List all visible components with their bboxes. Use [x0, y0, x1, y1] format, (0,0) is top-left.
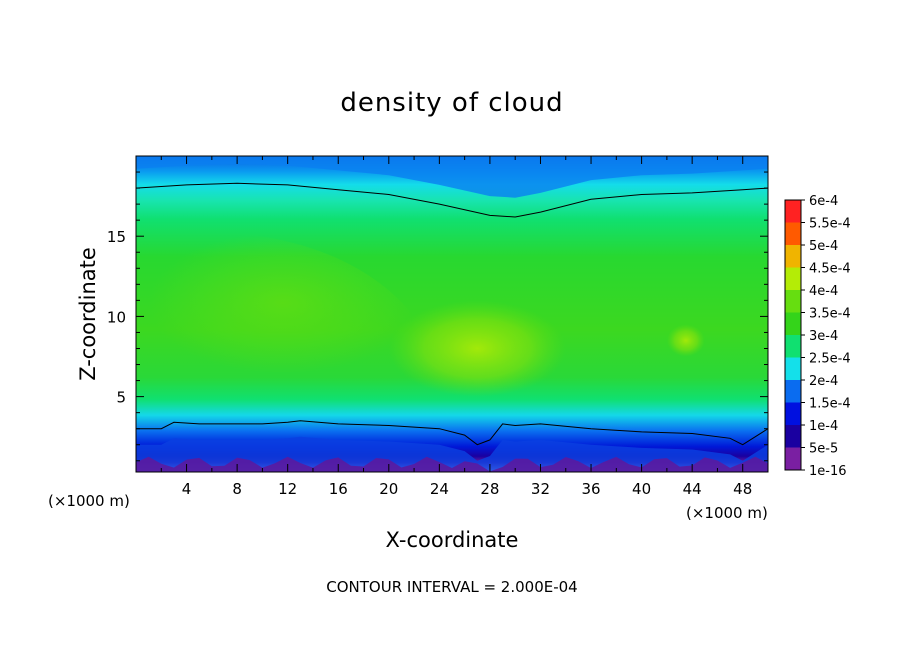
- contour-interval-note: CONTOUR INTERVAL = 2.000E-04: [326, 578, 578, 596]
- contour-lines: [136, 182, 768, 446]
- colorbar-label: 2.5e-4: [809, 352, 851, 367]
- warm-region-left: [148, 232, 417, 374]
- colorbar-label: 5e-4: [809, 239, 838, 254]
- warm-region-right: [666, 324, 705, 357]
- colorbar-label: 1e-16: [809, 464, 847, 479]
- x-tick-label: 12: [278, 480, 297, 498]
- contour-line-2: [136, 420, 768, 446]
- colorbar-swatch: [785, 402, 801, 425]
- x-tick-label: 4: [182, 480, 192, 498]
- y-tick-label: 5: [116, 389, 126, 407]
- x-tick-label: 40: [632, 480, 651, 498]
- colorbar-swatch: [785, 290, 801, 313]
- contour-line-1: [136, 182, 768, 218]
- colorbar-swatch: [785, 222, 801, 245]
- colorbar-swatch: [785, 357, 801, 380]
- x-tick-label: 44: [683, 480, 702, 498]
- colorbar-label: 5e-5: [809, 442, 838, 457]
- x-axis-label: X-coordinate: [385, 528, 519, 552]
- chart-title: density of cloud: [340, 88, 564, 118]
- colorbar-swatch: [785, 245, 801, 268]
- colorbar-swatch: [785, 380, 801, 403]
- field-layer: [136, 156, 768, 472]
- colorbar-label: 4.5e-4: [809, 262, 851, 277]
- x-axis-ticks: 4 8 12 16 20 24 28 32 36 40 44 48: [160, 156, 752, 498]
- x-tick-label: 32: [531, 480, 550, 498]
- x-tick-label: 8: [232, 480, 242, 498]
- colorbar-label: 1.5e-4: [809, 397, 851, 412]
- colorbar-label: 6e-4: [809, 194, 838, 209]
- colorbar-label: 1e-4: [809, 419, 838, 434]
- y-tick-label: 15: [107, 228, 126, 246]
- colorbar-swatch: [785, 447, 801, 470]
- x-tick-label: 36: [581, 480, 600, 498]
- x-unit-note-right: (×1000 m): [686, 504, 768, 522]
- colorbar-label: 5.5e-4: [809, 217, 851, 232]
- x-tick-label: 48: [733, 480, 752, 498]
- upper-blue-dip: [136, 156, 768, 198]
- colorbar-label: 2e-4: [809, 374, 838, 389]
- y-tick-label: 10: [107, 308, 126, 326]
- x-unit-note-left: (×1000 m): [48, 492, 130, 510]
- colorbar-label: 3e-4: [809, 329, 838, 344]
- colorbar-label: 3.5e-4: [809, 307, 851, 322]
- plot-frame: [135, 155, 769, 473]
- colorbar-swatch: [785, 312, 801, 335]
- colorbar-label: 4e-4: [809, 284, 838, 299]
- x-tick-label: 16: [329, 480, 348, 498]
- bottom-purple-band: [136, 456, 768, 472]
- colorbar-swatch: [785, 425, 801, 448]
- x-tick-label: 24: [430, 480, 449, 498]
- warm-region-center: [388, 300, 566, 397]
- colorbar-swatch: [785, 200, 801, 223]
- colorbar-swatch: [785, 267, 801, 290]
- colorbar-swatch: [785, 335, 801, 358]
- x-tick-label: 28: [480, 480, 499, 498]
- x-tick-label: 20: [379, 480, 398, 498]
- colorbar: 1e-16 5e-5 1e-4 1.5e-4 2e-4 2.5e-4 3e-4 3.5e-4 4…: [784, 194, 851, 479]
- y-axis-ticks: 5 10 15: [107, 171, 768, 462]
